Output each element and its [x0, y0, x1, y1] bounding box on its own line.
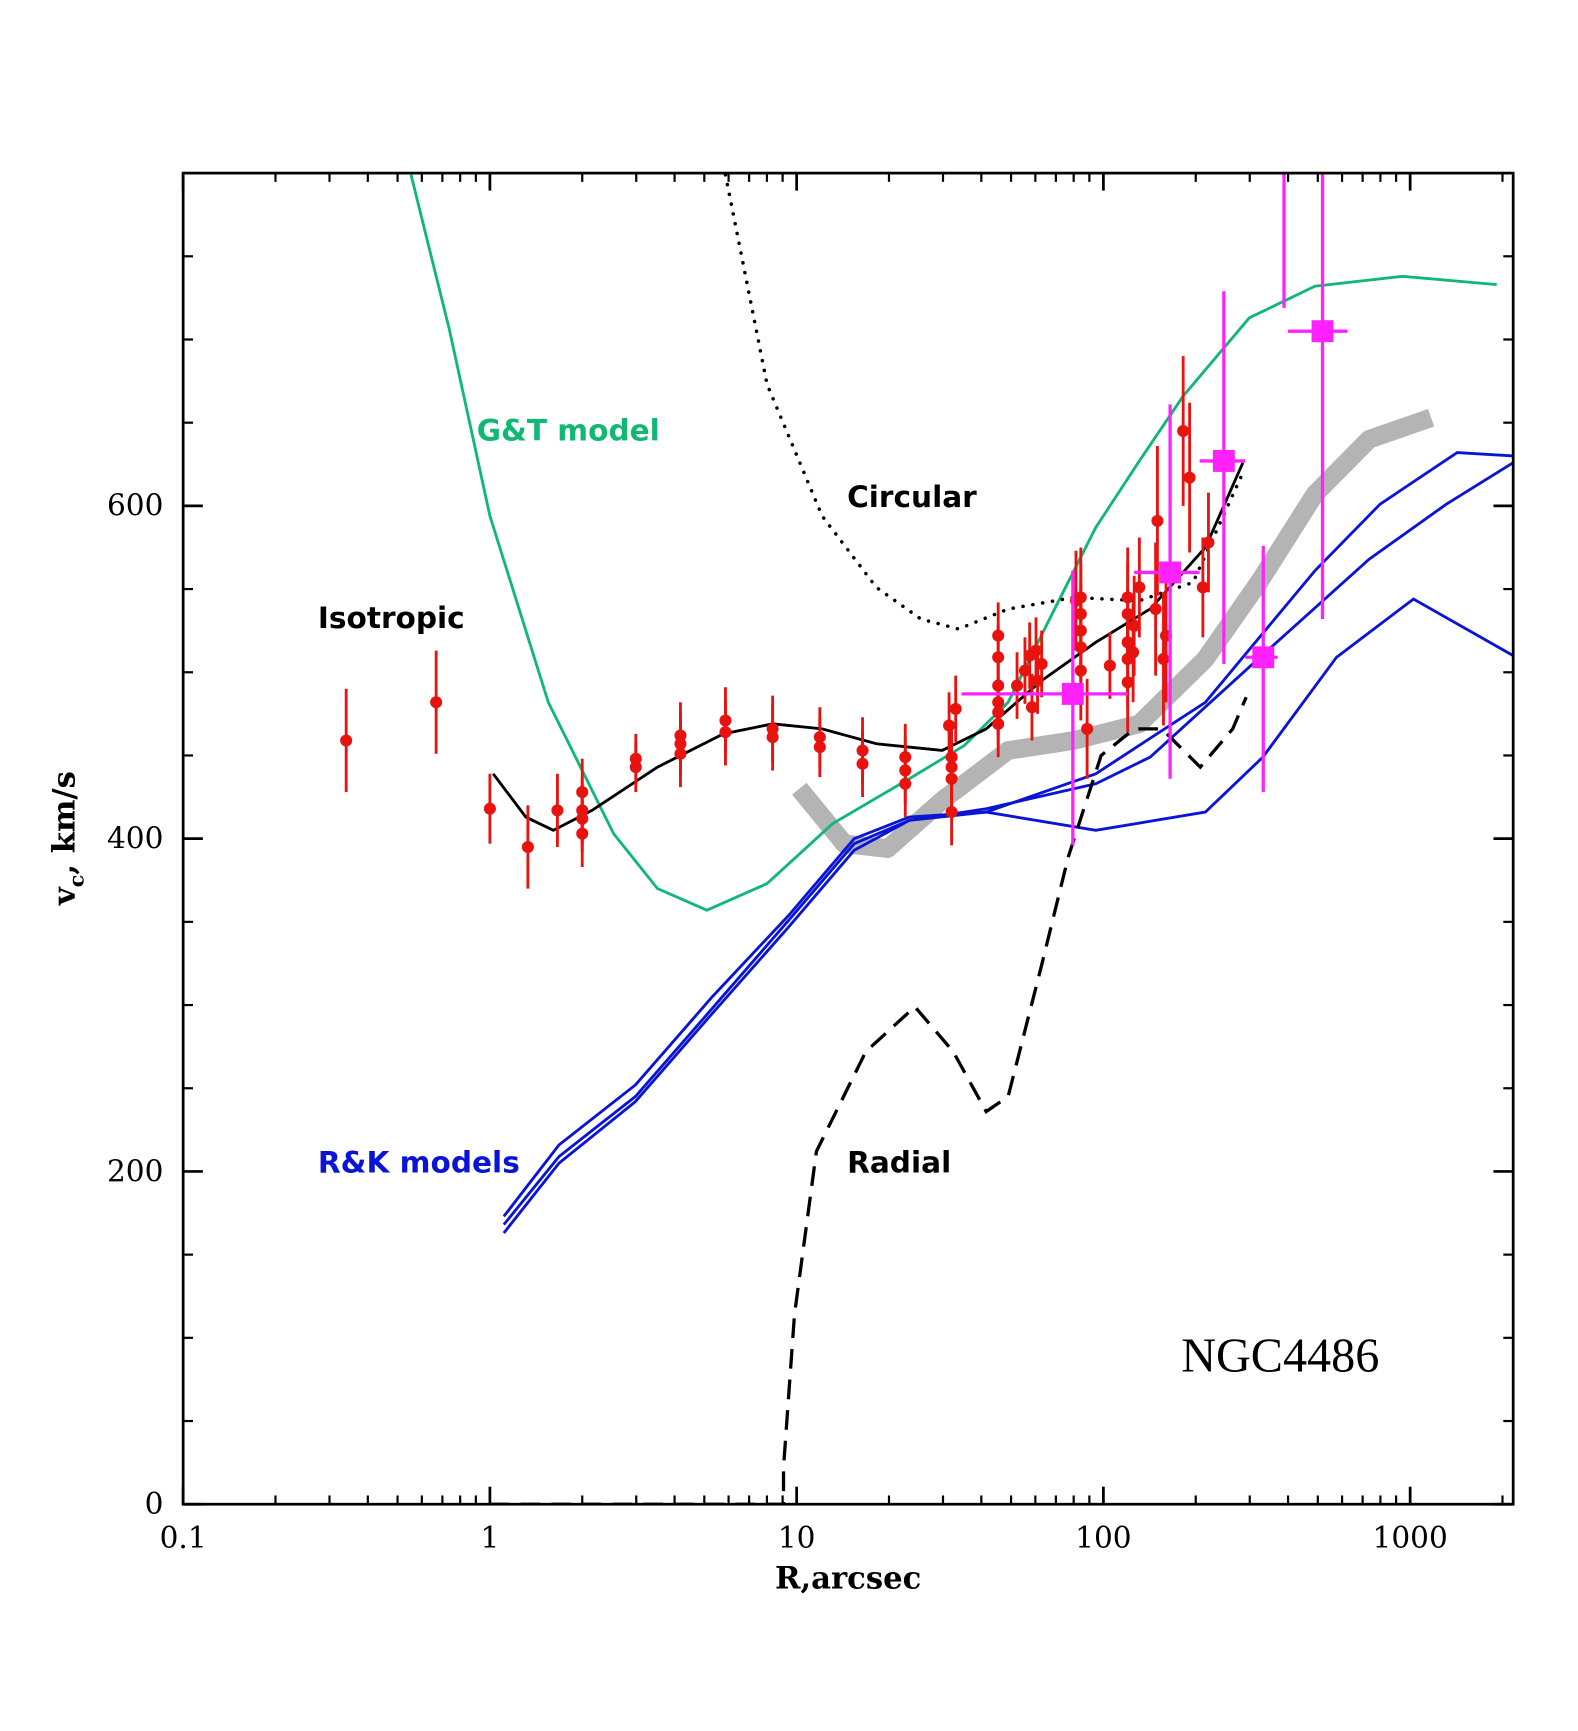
- x-tick-label: 1000: [1373, 1521, 1448, 1555]
- data-point: [899, 777, 912, 790]
- curve-label: Circular: [847, 480, 977, 514]
- data-square: [1252, 646, 1275, 669]
- data-point: [1074, 664, 1087, 677]
- y-tick-label: 600: [107, 489, 163, 523]
- data-point: [1025, 701, 1038, 714]
- curve-label: G&T model: [477, 413, 660, 447]
- axes: 0.1 1 10 100 1000 0 200 400 600: [107, 173, 1514, 1555]
- x-axis-label: R,arcsec: [775, 1561, 921, 1597]
- y-axis-label: vc, km/s: [47, 771, 89, 906]
- data-point: [1018, 664, 1031, 677]
- x-tick-label: 100: [1075, 1521, 1131, 1555]
- data-point: [943, 719, 956, 732]
- data-point: [1103, 659, 1116, 672]
- data-point: [340, 734, 353, 747]
- data-point: [992, 717, 1005, 730]
- data-square: [1159, 561, 1182, 584]
- data-point: [1133, 581, 1146, 594]
- data-point: [1151, 514, 1164, 527]
- x-tick-label: 1: [480, 1521, 499, 1555]
- data-point: [483, 802, 496, 815]
- data-point: [1177, 424, 1190, 438]
- chart-title: NGC4486: [1181, 1330, 1379, 1383]
- data-point: [1149, 603, 1162, 616]
- data-point: [719, 726, 732, 739]
- curve-label: Radial: [847, 1145, 951, 1179]
- data-point: [945, 806, 958, 819]
- curve-label: R&K models: [318, 1145, 520, 1179]
- y-tick-label: 400: [107, 822, 163, 856]
- y-axis-label-main: v: [47, 886, 83, 906]
- data-point: [856, 757, 869, 770]
- curve: [723, 173, 1245, 631]
- data-square: [1311, 320, 1334, 343]
- data-point: [949, 702, 962, 715]
- data-point: [629, 761, 642, 774]
- y-axis-label-sub: c: [63, 875, 88, 888]
- data-point: [674, 747, 687, 760]
- data-point: [430, 696, 443, 709]
- plot-frame: [181, 171, 1515, 1506]
- data-point: [521, 840, 534, 854]
- y-axis-label-rest: , km/s: [47, 771, 83, 874]
- data-point: [766, 731, 779, 744]
- data-point: [813, 741, 826, 754]
- data-point: [1202, 536, 1215, 549]
- data-point: [1127, 646, 1140, 659]
- curve: [409, 174, 1497, 912]
- data-point: [576, 827, 589, 840]
- curve: [489, 696, 1248, 1505]
- data-square: [1061, 682, 1084, 705]
- data-point: [551, 804, 564, 817]
- data-point: [1196, 581, 1209, 594]
- x-tick-label: 10: [778, 1521, 816, 1555]
- data-point: [1157, 652, 1170, 665]
- data-point: [1121, 676, 1134, 689]
- y-tick-label: 200: [107, 1154, 163, 1188]
- data-point: [1081, 722, 1094, 735]
- data-point: [1031, 674, 1044, 687]
- x-tick-label: 0.1: [160, 1521, 207, 1555]
- plot-area: [340, 173, 1514, 1505]
- y-tick-label: 0: [145, 1487, 164, 1521]
- data-square: [1212, 449, 1235, 472]
- curve: [492, 462, 1245, 832]
- data-point: [1183, 471, 1196, 484]
- data-point: [1029, 644, 1043, 657]
- curve-label: Isotropic: [318, 601, 465, 635]
- data-point: [1011, 679, 1024, 692]
